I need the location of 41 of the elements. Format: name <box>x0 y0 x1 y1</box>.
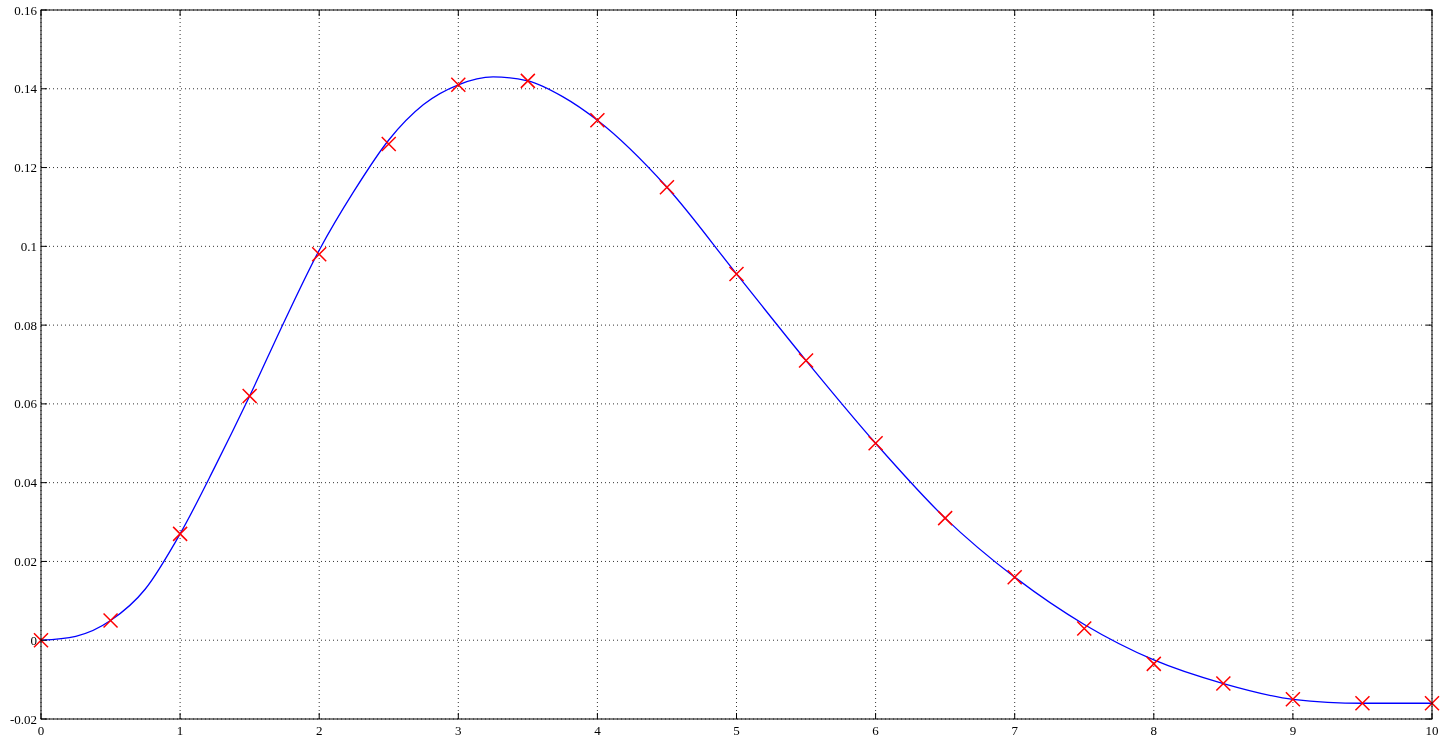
point <box>311 246 327 262</box>
x-tick-label: 4 <box>594 723 602 738</box>
y-tick-label: 0.02 <box>14 553 37 569</box>
point <box>1215 675 1232 692</box>
y-tick-label: 0.14 <box>14 81 38 97</box>
point <box>172 526 188 542</box>
point <box>1006 569 1023 585</box>
y-tick-label: 0.16 <box>14 2 38 18</box>
point <box>1076 620 1092 637</box>
point <box>937 510 953 526</box>
point <box>1354 695 1371 711</box>
point <box>102 612 119 629</box>
y-tick-label: 0 <box>30 632 37 648</box>
point <box>1146 656 1162 672</box>
point <box>1285 691 1301 708</box>
point <box>1424 695 1440 711</box>
x-tick-label: 6 <box>872 723 880 738</box>
x-tick-label: 7 <box>1011 723 1019 738</box>
line-series <box>40 76 1433 704</box>
x-tick-label: 3 <box>455 723 462 738</box>
point <box>450 77 467 93</box>
y-tick-label: 0.1 <box>20 238 37 254</box>
y-tick-label: 0.08 <box>14 317 37 333</box>
point <box>798 352 814 369</box>
x-tick-label: 1 <box>176 723 184 738</box>
point <box>241 388 258 404</box>
y-tick-label: 0.06 <box>14 396 38 412</box>
x-tick-label: 9 <box>1289 723 1297 738</box>
y-tick-label: 0.04 <box>14 475 38 491</box>
x-tick-label: 5 <box>733 723 740 738</box>
y-tick-label: 0.12 <box>14 160 37 176</box>
x-tick-label: 8 <box>1150 723 1158 738</box>
y-tick-label: -0.02 <box>9 711 37 727</box>
x-tick-label: 2 <box>315 723 323 738</box>
x-tick-label: 10 <box>1425 723 1439 738</box>
point <box>659 179 675 195</box>
point <box>728 266 745 282</box>
point <box>520 73 536 89</box>
point <box>589 112 606 129</box>
point <box>381 136 397 152</box>
point <box>867 435 884 452</box>
